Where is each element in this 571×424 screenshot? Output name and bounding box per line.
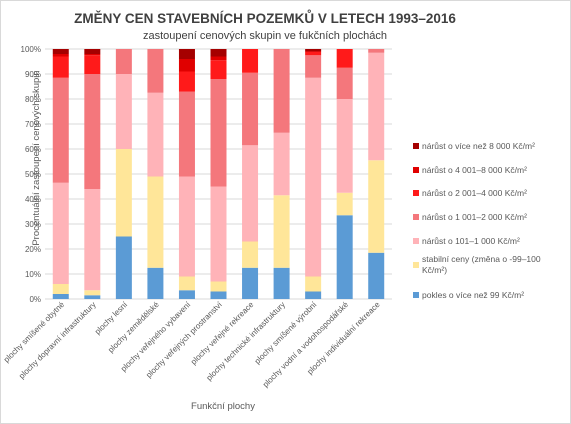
y-axis-title: Procentuální zastoupení cenových skupin bbox=[31, 70, 42, 245]
legend-swatch bbox=[413, 238, 419, 244]
bar-segment bbox=[115, 236, 132, 299]
bar-segment bbox=[84, 295, 101, 299]
bar-segment bbox=[368, 160, 385, 253]
bar-segment bbox=[305, 77, 322, 277]
bar-segment bbox=[178, 49, 195, 59]
y-tick-label: 40% bbox=[25, 195, 41, 204]
chart-title: ZMĚNY CEN STAVEBNÍCH POZEMKŮ V LETECH 19… bbox=[74, 10, 456, 26]
legend-label: pokles o více než 99 Kč/m² bbox=[422, 290, 524, 300]
bar-segment bbox=[273, 267, 290, 299]
bar-segment bbox=[52, 284, 69, 294]
bar-segment bbox=[52, 294, 69, 299]
bar-segment bbox=[273, 49, 290, 133]
bar-segment bbox=[84, 74, 101, 189]
bar-segment bbox=[273, 195, 290, 268]
bar-segment bbox=[242, 241, 259, 268]
legend-label: nárůst o více než 8 000 Kč/m² bbox=[422, 141, 535, 151]
legend-label: nárůst o 2 001–4 000 Kč/m² bbox=[422, 188, 527, 198]
bar-segment bbox=[84, 55, 101, 74]
bar-segment bbox=[84, 189, 101, 291]
bar-segment bbox=[242, 267, 259, 299]
bar-segment bbox=[115, 149, 132, 237]
bar-segment bbox=[84, 290, 101, 296]
bar-segment bbox=[242, 49, 259, 73]
bar-segment bbox=[305, 51, 322, 56]
bar-segment bbox=[52, 56, 69, 78]
y-tick-label: 70% bbox=[25, 120, 41, 129]
bar-segment bbox=[52, 49, 69, 54]
x-tick-label: plochy veřejné rekreace bbox=[189, 300, 256, 367]
bar-segment bbox=[115, 74, 132, 149]
bar-segment bbox=[178, 59, 195, 72]
x-tick-label: plochy smíšené obytné bbox=[2, 300, 67, 365]
legend-swatch bbox=[413, 143, 419, 149]
chart-subtitle: zastoupení cenových skupin ve fukčních p… bbox=[143, 30, 387, 42]
bar-segment bbox=[210, 186, 227, 282]
legend-swatch bbox=[413, 292, 419, 298]
x-tick-label: plochy smíšené výrobní bbox=[253, 300, 319, 366]
bar-segment bbox=[273, 132, 290, 196]
bar-segment bbox=[242, 145, 259, 242]
bar-segment bbox=[336, 192, 353, 216]
bar-segment bbox=[210, 60, 227, 79]
legend-label: nárůst o 101–1 000 Kč/m² bbox=[422, 236, 520, 246]
y-tick-label: 30% bbox=[25, 220, 41, 229]
legend-swatch bbox=[413, 167, 419, 173]
bar-segment bbox=[178, 290, 195, 299]
legend: nárůst o více než 8 000 Kč/m² nárůst o 4 … bbox=[413, 141, 541, 300]
legend-swatch bbox=[413, 262, 419, 268]
bar-segment bbox=[52, 54, 69, 57]
bar-segment bbox=[336, 49, 353, 68]
bar-segment bbox=[336, 215, 353, 299]
bar-segment bbox=[115, 49, 132, 74]
y-tick-label: 80% bbox=[25, 95, 41, 104]
legend-swatch bbox=[413, 214, 419, 220]
y-tick-label: 20% bbox=[25, 245, 41, 254]
bar-segment bbox=[178, 71, 195, 92]
bar-segment bbox=[84, 49, 101, 54]
bar-segment bbox=[305, 291, 322, 299]
y-tick-label: 100% bbox=[21, 45, 41, 54]
bar-segment bbox=[368, 49, 385, 53]
bar-segment bbox=[52, 77, 69, 183]
y-tick-label: 10% bbox=[25, 270, 41, 279]
bar-segment bbox=[147, 49, 164, 93]
bar-segment bbox=[210, 79, 227, 187]
legend-label: stabilní ceny (změna o -99–100 bbox=[422, 254, 541, 264]
y-tick-labels: 0% 10% 20% 30% 40% 50% 60% 70% 80% 90% 100% bbox=[21, 45, 41, 304]
y-tick-label: 0% bbox=[29, 295, 41, 304]
bar-segment bbox=[210, 56, 227, 61]
bar-segment bbox=[210, 49, 227, 57]
bar-segment bbox=[84, 54, 101, 56]
bar-segment bbox=[368, 252, 385, 299]
legend-label: nárůst o 4 001–8 000 Kč/m² bbox=[422, 165, 527, 175]
bar-segment bbox=[147, 267, 164, 299]
bar-segment bbox=[305, 55, 322, 78]
bar-segment bbox=[147, 176, 164, 268]
bar-segment bbox=[336, 67, 353, 99]
bar-segment bbox=[178, 276, 195, 291]
bar-segment bbox=[147, 92, 164, 177]
bar-segment bbox=[52, 182, 69, 284]
bar-segment bbox=[368, 52, 385, 161]
bars bbox=[52, 49, 385, 299]
y-tick-label: 50% bbox=[25, 170, 41, 179]
bar-segment bbox=[178, 91, 195, 177]
legend-label-cont: Kč/m²) bbox=[422, 265, 447, 275]
bar-segment bbox=[178, 176, 195, 277]
y-tick-label: 60% bbox=[25, 145, 41, 154]
y-tick-label: 90% bbox=[25, 70, 41, 79]
x-axis-title: Funkční plochy bbox=[191, 401, 255, 412]
bar-segment bbox=[210, 291, 227, 299]
bar-segment bbox=[305, 49, 322, 52]
bar-segment bbox=[210, 281, 227, 292]
legend-label: nárůst o 1 001–2 000 Kč/m² bbox=[422, 212, 527, 222]
legend-swatch bbox=[413, 190, 419, 196]
bar-segment bbox=[305, 276, 322, 292]
bar-segment bbox=[242, 72, 259, 146]
bar-segment bbox=[336, 99, 353, 193]
